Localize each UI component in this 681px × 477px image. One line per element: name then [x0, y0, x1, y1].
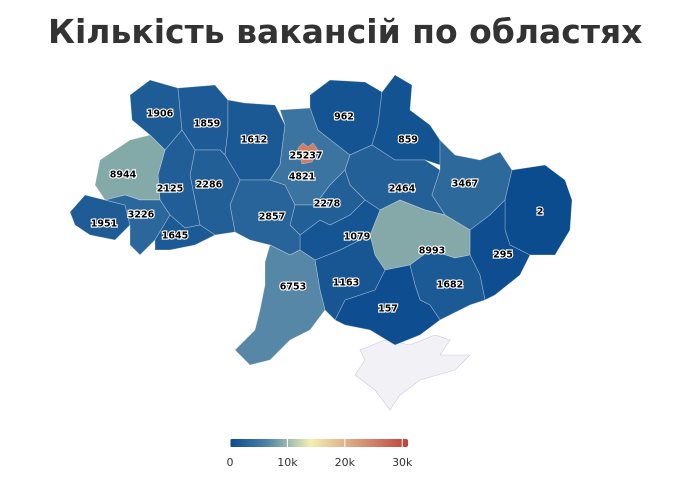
region-value-label: 1859	[194, 119, 220, 130]
chart-title: Кількість вакансій по областях	[48, 12, 642, 51]
region	[334, 264, 441, 346]
region-value-label: 2464	[389, 184, 416, 195]
region-value-label: 1906	[147, 109, 174, 120]
region-value-label: 3467	[452, 179, 478, 190]
region-value-label: 1163	[333, 278, 359, 289]
region-value-label: 859	[398, 135, 418, 146]
region-value-label: 1951	[91, 219, 117, 230]
region-value-label: 2	[537, 207, 544, 218]
region-value-label: 6753	[280, 282, 306, 293]
region	[154, 214, 216, 251]
region-value-label: 2278	[314, 199, 341, 210]
colorbar-tick-label: 10k	[277, 456, 298, 469]
region-value-label: 1682	[437, 280, 463, 291]
region-value-label: 4821	[289, 172, 315, 183]
labels: 1906 1859 1612 4821 25237 962 859 2464 3467 2 295 8…	[90, 107, 545, 315]
region-value-label: 157	[378, 304, 398, 315]
region	[289, 169, 366, 236]
region-value-label: 3226	[128, 210, 155, 221]
region-value-label: 2857	[259, 212, 285, 223]
colorbar-gradient	[230, 439, 408, 447]
region-value-label: 8944	[110, 170, 137, 181]
region	[234, 244, 326, 366]
colorbar-tick-label: 30k	[392, 456, 413, 469]
region-value-label: 962	[334, 112, 354, 123]
region-value-label: 295	[493, 250, 513, 261]
regions	[69, 74, 573, 411]
region-value-label: 1645	[162, 231, 188, 242]
region	[94, 134, 166, 201]
region-value-label: 2125	[157, 184, 183, 195]
colorbar: 0 10k 20k 30k	[227, 439, 413, 469]
region-value-label: 1079	[344, 232, 370, 243]
region	[297, 142, 319, 165]
region-value-label: 8993	[419, 246, 445, 257]
colorbar-tick-label: 20k	[335, 456, 356, 469]
colorbar-tick-label: 0	[227, 456, 234, 469]
no-data-region	[354, 334, 471, 411]
region-value-label: 2286	[196, 180, 223, 191]
region-value-label: 1612	[241, 135, 267, 146]
region-value-label: 25237	[289, 151, 322, 162]
